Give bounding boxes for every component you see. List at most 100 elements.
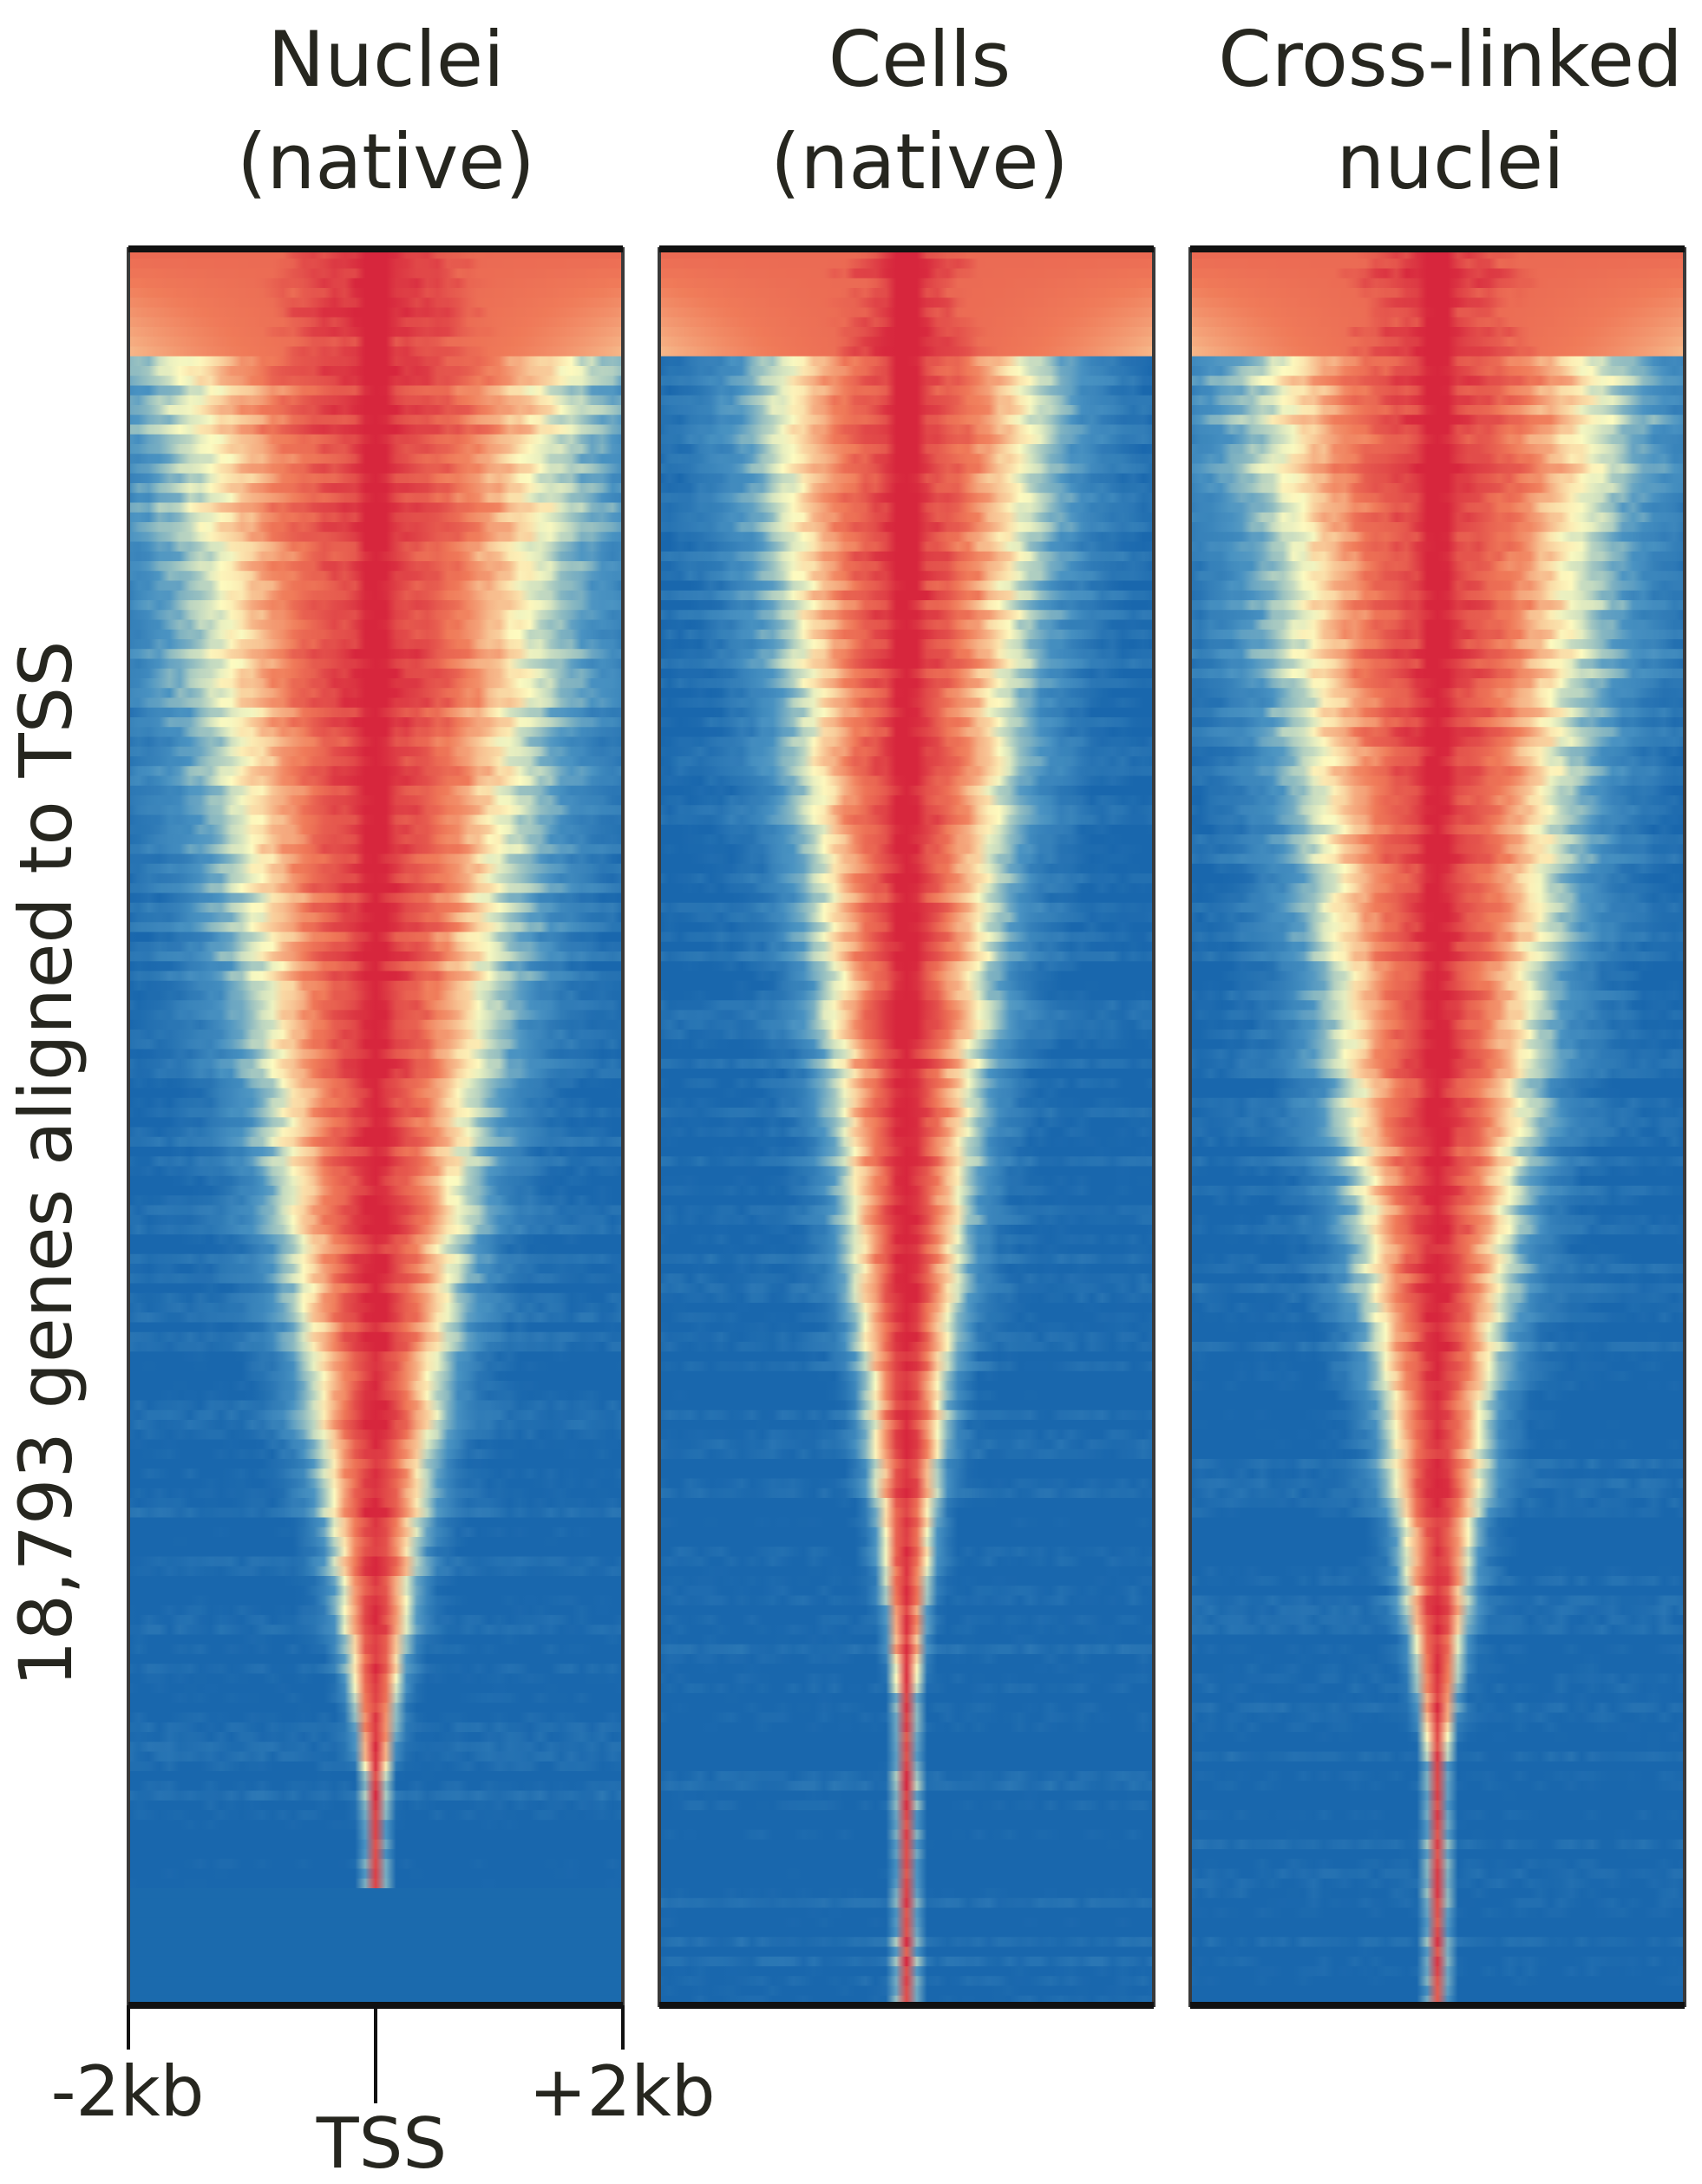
heatmap-row	[659, 1478, 1154, 1489]
heatmap-row	[1190, 1517, 1685, 1528]
heatmap-row	[128, 1517, 623, 1528]
heatmap-row	[659, 454, 1154, 465]
heatmap-row	[659, 980, 1154, 991]
heatmap-row	[659, 1849, 1154, 1860]
heatmap-row	[128, 1039, 623, 1050]
heatmap-row	[128, 1546, 623, 1558]
heatmap-row	[128, 1537, 623, 1547]
heatmap-row	[659, 502, 1154, 513]
heatmap-row	[128, 883, 623, 894]
heatmap-row	[128, 1088, 623, 1099]
heatmap-row	[1190, 1703, 1685, 1714]
heatmap-row	[1190, 1625, 1685, 1636]
heatmap-row	[659, 1039, 1154, 1050]
heatmap-row	[128, 795, 623, 806]
heatmap-row	[1190, 1732, 1685, 1743]
heatmap-row	[1190, 932, 1685, 943]
heatmap-row	[1190, 1390, 1685, 1402]
heatmap-row	[128, 1400, 623, 1411]
heatmap-row	[128, 971, 623, 982]
heatmap-row	[659, 1127, 1154, 1138]
heatmap-row	[659, 1429, 1154, 1441]
heatmap-row	[659, 834, 1154, 845]
heatmap-row	[659, 1605, 1154, 1616]
heatmap-row	[128, 1566, 623, 1577]
heatmap-row	[659, 658, 1154, 670]
heatmap-row	[1190, 1839, 1685, 1850]
heatmap-row	[128, 1693, 623, 1703]
heatmap-row	[128, 1439, 623, 1450]
heatmap-row	[1190, 434, 1685, 445]
heatmap-row	[1190, 502, 1685, 513]
heatmap-row	[128, 1985, 623, 1997]
heatmap-row	[1190, 1586, 1685, 1597]
heatmap-row	[1190, 317, 1685, 328]
heatmap-row	[1190, 668, 1685, 679]
heatmap-row	[128, 951, 623, 962]
heatmap-row	[128, 1527, 623, 1538]
heatmap-row	[659, 385, 1154, 396]
heatmap-row	[128, 1712, 623, 1723]
heatmap-row	[659, 1829, 1154, 1841]
heatmap-row	[1190, 805, 1685, 816]
heatmap-row	[1190, 1556, 1685, 1567]
heatmap-row	[1190, 1615, 1685, 1625]
heatmap-row	[1190, 766, 1685, 777]
heatmap-row	[659, 1175, 1154, 1187]
heatmap-row	[659, 1595, 1154, 1606]
heatmap-row	[659, 1781, 1154, 1792]
heatmap-row	[659, 1468, 1154, 1480]
heatmap-row	[659, 766, 1154, 777]
heatmap-row	[1190, 376, 1685, 387]
heatmap-row	[1190, 1214, 1685, 1226]
heatmap-row	[1190, 619, 1685, 631]
heatmap-row	[659, 1703, 1154, 1714]
heatmap-row	[128, 932, 623, 943]
heatmap-row	[659, 1956, 1154, 1967]
heatmap-row	[659, 337, 1154, 348]
heatmap-row	[659, 1097, 1154, 1108]
heatmap-row	[659, 1234, 1154, 1246]
heatmap-row	[659, 1448, 1154, 1460]
heatmap-row	[1190, 834, 1685, 845]
heatmap-row	[659, 1244, 1154, 1255]
heatmap-row	[128, 746, 623, 757]
heatmap-row	[659, 1888, 1154, 1899]
heatmap-row	[1190, 1283, 1685, 1294]
heatmap-row	[1190, 1878, 1685, 1889]
heatmap-row	[1190, 493, 1685, 504]
heatmap-row	[659, 883, 1154, 894]
heatmap-row	[659, 278, 1154, 289]
heatmap-row	[659, 951, 1154, 962]
heatmap-row	[128, 327, 623, 337]
heatmap-row	[128, 580, 623, 592]
heatmap-row	[1190, 561, 1685, 572]
heatmap-row	[659, 746, 1154, 757]
heatmap-row	[1190, 814, 1685, 826]
heatmap-row	[1190, 268, 1685, 279]
heatmap-row	[1190, 1498, 1685, 1508]
heatmap-row	[128, 1576, 623, 1586]
heatmap-row	[659, 844, 1154, 855]
heatmap-row	[1190, 395, 1685, 406]
heatmap-row	[659, 1751, 1154, 1762]
heatmap-row	[1190, 454, 1685, 465]
heatmap-row	[659, 1498, 1154, 1508]
heatmap-row	[659, 785, 1154, 796]
heatmap-row	[128, 1810, 623, 1821]
heatmap-row	[659, 1742, 1154, 1753]
heatmap-row	[1190, 902, 1685, 913]
heatmap-row	[128, 434, 623, 445]
heatmap-row	[1190, 844, 1685, 855]
heatmap-row	[1190, 1205, 1685, 1216]
heatmap-row	[659, 649, 1154, 660]
heatmap-row	[128, 619, 623, 631]
heatmap-row	[1190, 1049, 1685, 1060]
heatmap-row	[659, 1917, 1154, 1928]
heatmap-row	[659, 1576, 1154, 1586]
heatmap-row	[1190, 756, 1685, 767]
heatmap-row	[128, 385, 623, 396]
heatmap-row	[128, 1995, 623, 2006]
heatmap-row	[659, 1322, 1154, 1333]
heatmap-row	[1190, 356, 1685, 367]
